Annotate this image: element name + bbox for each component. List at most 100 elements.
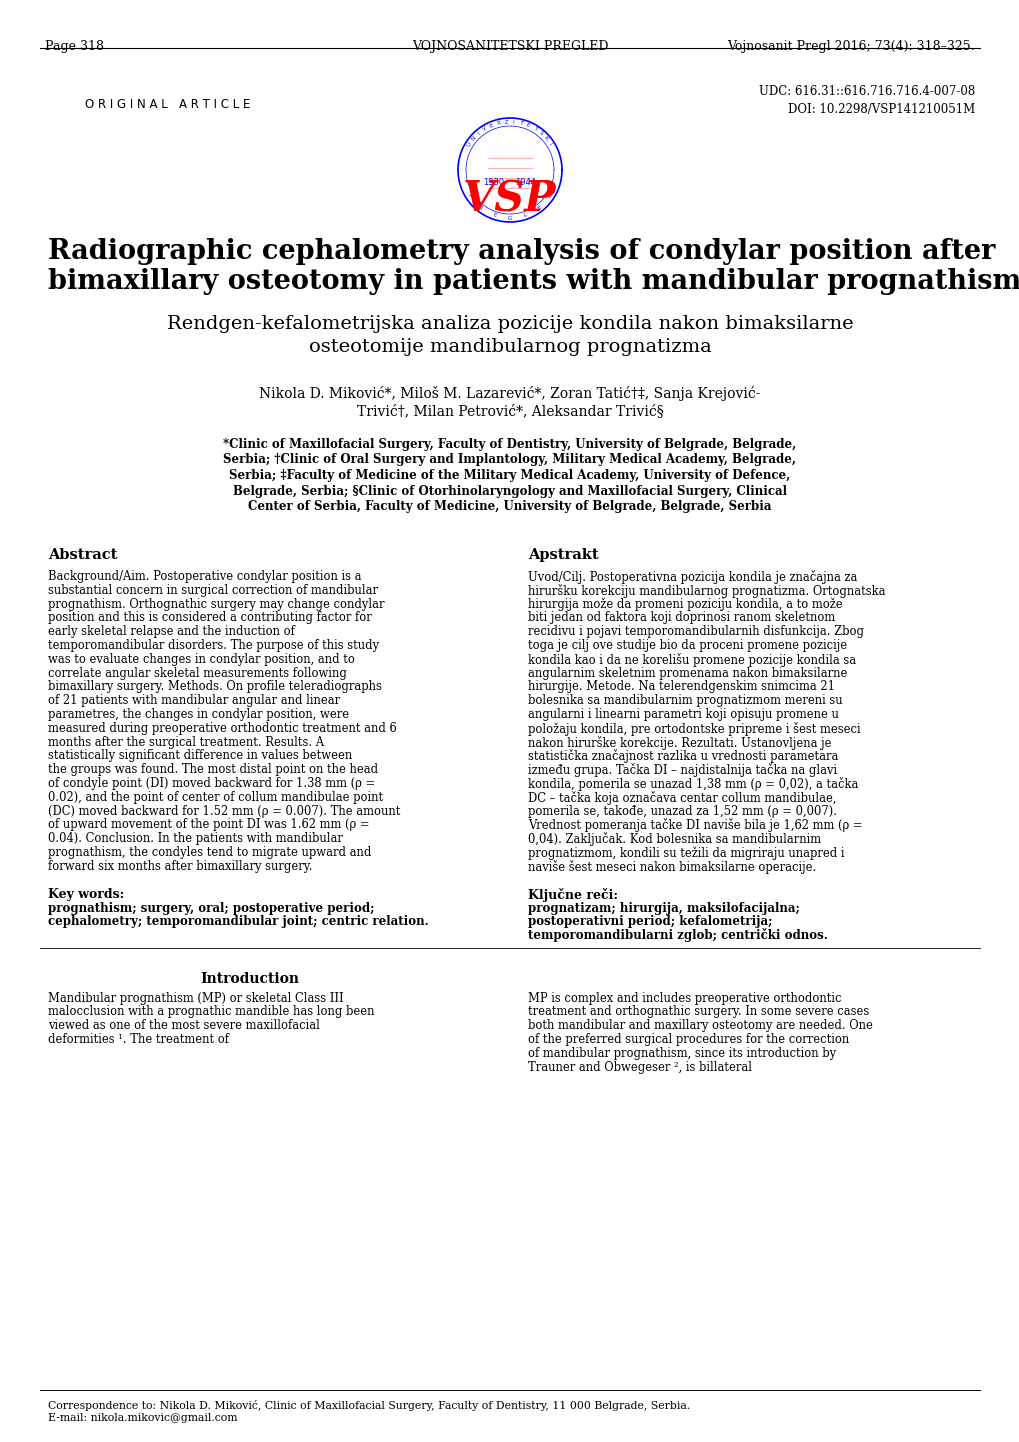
Text: kondila kao i da ne korelišu promene pozicije kondila sa: kondila kao i da ne korelišu promene poz… bbox=[528, 653, 855, 666]
Text: bimaxillary surgery. Methods. On profile teleradiographs: bimaxillary surgery. Methods. On profile… bbox=[48, 681, 381, 694]
Text: position and this is considered a contributing factor for: position and this is considered a contri… bbox=[48, 611, 371, 624]
Text: E: E bbox=[525, 123, 530, 128]
Text: of 21 patients with mandibular angular and linear: of 21 patients with mandibular angular a… bbox=[48, 694, 339, 707]
Text: I: I bbox=[547, 143, 552, 146]
Text: Belgrade, Serbia; §Clinic of Otorhinolaryngology and Maxillofacial Surgery, Clin: Belgrade, Serbia; §Clinic of Otorhinolar… bbox=[232, 485, 787, 497]
Text: Key words:: Key words: bbox=[48, 888, 124, 901]
Text: D: D bbox=[547, 193, 553, 199]
Text: prognatizmom, kondili su težili da migriraju unapred i: prognatizmom, kondili su težili da migri… bbox=[528, 846, 844, 859]
Text: Apstrakt: Apstrakt bbox=[528, 548, 598, 562]
Text: 0.02), and the point of center of collum mandibulae point: 0.02), and the point of center of collum… bbox=[48, 790, 383, 803]
Text: cephalometry; temporomandibular joint; centric relation.: cephalometry; temporomandibular joint; c… bbox=[48, 914, 428, 927]
Text: temporomandibularni zglob; centrički odnos.: temporomandibularni zglob; centrički odn… bbox=[528, 927, 827, 942]
Text: biti jedan od faktora koji doprinosi ranom skeletnom: biti jedan od faktora koji doprinosi ran… bbox=[528, 611, 835, 624]
Text: of the preferred surgical procedures for the correction: of the preferred surgical procedures for… bbox=[528, 1032, 849, 1045]
Text: correlate angular skeletal measurements following: correlate angular skeletal measurements … bbox=[48, 666, 346, 679]
Text: Rendgen-kefalometrijska analiza pozicije kondila nakon bimaksilarne: Rendgen-kefalometrijska analiza pozicije… bbox=[166, 314, 853, 333]
Text: deformities ¹. The treatment of: deformities ¹. The treatment of bbox=[48, 1032, 229, 1045]
Text: VOJNOSANITETSKI PREGLED: VOJNOSANITETSKI PREGLED bbox=[412, 40, 607, 53]
Text: DC – tačka koja označava centar collum mandibulae,: DC – tačka koja označava centar collum m… bbox=[528, 790, 836, 805]
Text: I: I bbox=[477, 131, 481, 136]
Text: was to evaluate changes in condylar position, and to: was to evaluate changes in condylar posi… bbox=[48, 653, 355, 666]
Text: hiruršku korekciju mandibularnog prognatizma. Ortognatska: hiruršku korekciju mandibularnog prognat… bbox=[528, 584, 884, 598]
Text: T: T bbox=[519, 121, 523, 125]
Text: R: R bbox=[477, 205, 483, 211]
Text: P: P bbox=[466, 193, 472, 199]
Text: early skeletal relapse and the induction of: early skeletal relapse and the induction… bbox=[48, 626, 294, 639]
Text: Page 318: Page 318 bbox=[45, 40, 104, 53]
Text: T: T bbox=[532, 125, 537, 131]
Text: 1944: 1944 bbox=[515, 177, 536, 187]
Text: R: R bbox=[496, 121, 501, 125]
Text: Trivić†, Milan Petrović*, Aleksandar Trivić§: Trivić†, Milan Petrović*, Aleksandar Tri… bbox=[357, 404, 662, 418]
Text: između grupa. Tačka DI – najdistalnija tačka na glavi: između grupa. Tačka DI – najdistalnija t… bbox=[528, 763, 837, 777]
Text: L: L bbox=[523, 212, 528, 218]
Text: K: K bbox=[542, 136, 548, 141]
Text: U: U bbox=[466, 141, 472, 147]
Text: E: E bbox=[536, 205, 542, 211]
Text: Introduction: Introduction bbox=[201, 972, 300, 985]
Text: months after the surgical treatment. Results. A: months after the surgical treatment. Res… bbox=[48, 735, 324, 748]
Text: bolesnika sa mandibularnim prognatizmom mereni su: bolesnika sa mandibularnim prognatizmom … bbox=[528, 694, 842, 707]
Text: statistička značajnost razlika u vrednosti parametara: statistička značajnost razlika u vrednos… bbox=[528, 750, 838, 763]
Text: Correspondence to: Nikola D. Miković, Clinic of Maxillofacial Surgery, Faculty o: Correspondence to: Nikola D. Miković, Cl… bbox=[48, 1400, 690, 1412]
Text: hirurgija može da promeni poziciju kondila, a to može: hirurgija može da promeni poziciju kondi… bbox=[528, 597, 842, 611]
Text: temporomandibular disorders. The purpose of this study: temporomandibular disorders. The purpose… bbox=[48, 639, 379, 652]
Text: prognatizam; hirurgija, maksilofacijalna;: prognatizam; hirurgija, maksilofacijalna… bbox=[528, 901, 799, 914]
Text: measured during preoperative orthodontic treatment and 6: measured during preoperative orthodontic… bbox=[48, 722, 396, 735]
Text: Abstract: Abstract bbox=[48, 548, 117, 562]
Text: naviše šest meseci nakon bimaksilarne operacije.: naviše šest meseci nakon bimaksilarne op… bbox=[528, 859, 815, 874]
Text: hirurgije. Metode. Na telerendgenskim snimcima 21: hirurgije. Metode. Na telerendgenskim sn… bbox=[528, 681, 835, 694]
Text: of condyle point (DI) moved backward for 1.38 mm (ρ =: of condyle point (DI) moved backward for… bbox=[48, 777, 375, 790]
Text: viewed as one of the most severe maxillofacial: viewed as one of the most severe maxillo… bbox=[48, 1019, 320, 1032]
Text: UDC: 616.31::616.716.716.4-007-08: UDC: 616.31::616.716.716.4-007-08 bbox=[758, 85, 974, 98]
Text: Uvod/Cilj. Postoperativna pozicija kondila je značajna za: Uvod/Cilj. Postoperativna pozicija kondi… bbox=[528, 570, 857, 584]
Text: malocclusion with a prognathic mandible has long been: malocclusion with a prognathic mandible … bbox=[48, 1005, 374, 1018]
Text: G: G bbox=[507, 215, 512, 221]
Text: 0.04). Conclusion. In the patients with mandibular: 0.04). Conclusion. In the patients with … bbox=[48, 832, 342, 845]
Text: S: S bbox=[537, 130, 543, 136]
Text: parametres, the changes in condylar position, were: parametres, the changes in condylar posi… bbox=[48, 708, 348, 721]
Text: Mandibular prognathism (MP) or skeletal Class III: Mandibular prognathism (MP) or skeletal … bbox=[48, 992, 343, 1005]
Text: Vrednost pomeranja tačke DI naviše bila je 1,62 mm (ρ =: Vrednost pomeranja tačke DI naviše bila … bbox=[528, 819, 862, 832]
Text: *Clinic of Maxillofacial Surgery, Faculty of Dentistry, University of Belgrade, : *Clinic of Maxillofacial Surgery, Facult… bbox=[223, 438, 796, 451]
Text: Serbia; †Clinic of Oral Surgery and Implantology, Military Medical Academy, Belg: Serbia; †Clinic of Oral Surgery and Impl… bbox=[223, 453, 796, 467]
Text: Trauner and Obwegeser ², is billateral: Trauner and Obwegeser ², is billateral bbox=[528, 1061, 751, 1074]
Text: DOI: 10.2298/VSP141210051M: DOI: 10.2298/VSP141210051M bbox=[787, 102, 974, 115]
Text: E-mail: nikola.mikovic@gmail.com: E-mail: nikola.mikovic@gmail.com bbox=[48, 1413, 237, 1423]
Text: prognathism, the condyles tend to migrate upward and: prognathism, the condyles tend to migrat… bbox=[48, 846, 371, 859]
Text: I: I bbox=[513, 120, 515, 124]
Text: both mandibular and maxillary osteotomy are needed. One: both mandibular and maxillary osteotomy … bbox=[528, 1019, 872, 1032]
Text: angularni i linearni parametri koji opisuju promene u: angularni i linearni parametri koji opis… bbox=[528, 708, 838, 721]
Text: substantial concern in surgical correction of mandibular: substantial concern in surgical correcti… bbox=[48, 584, 378, 597]
Text: Serbia; ‡Faculty of Medicine of the Military Medical Academy, University of Defe: Serbia; ‡Faculty of Medicine of the Mili… bbox=[229, 469, 790, 482]
Text: E: E bbox=[489, 123, 494, 128]
Text: statistically significant difference in values between: statistically significant difference in … bbox=[48, 750, 352, 763]
Text: Nikola D. Miković*, Miloš M. Lazarević*, Zoran Tatić†‡, Sanja Krejović-: Nikola D. Miković*, Miloš M. Lazarević*,… bbox=[259, 386, 760, 401]
Text: forward six months after bimaxillary surgery.: forward six months after bimaxillary sur… bbox=[48, 859, 312, 872]
Text: Vojnosanit Pregl 2016; 73(4): 318–325.: Vojnosanit Pregl 2016; 73(4): 318–325. bbox=[727, 40, 974, 53]
Text: MP is complex and includes preoperative orthodontic: MP is complex and includes preoperative … bbox=[528, 992, 841, 1005]
Text: VSP: VSP bbox=[463, 177, 556, 221]
Text: nakon hirurške korekcije. Rezultati. Ustanovljena je: nakon hirurške korekcije. Rezultati. Ust… bbox=[528, 735, 830, 750]
Text: pomerila se, takođe, unazad za 1,52 mm (ρ = 0,007).: pomerila se, takođe, unazad za 1,52 mm (… bbox=[528, 805, 837, 818]
Text: the groups was found. The most distal point on the head: the groups was found. The most distal po… bbox=[48, 763, 378, 776]
Text: Background/Aim. Postoperative condylar position is a: Background/Aim. Postoperative condylar p… bbox=[48, 570, 361, 583]
Text: of upward movement of the point DI was 1.62 mm (ρ =: of upward movement of the point DI was 1… bbox=[48, 819, 369, 832]
Text: Z: Z bbox=[503, 120, 507, 125]
Text: 1930: 1930 bbox=[483, 177, 504, 187]
Text: Radiographic cephalometry analysis of condylar position after: Radiographic cephalometry analysis of co… bbox=[48, 238, 995, 265]
Text: recidivu i pojavi temporomandibularnih disfunkcija. Zbog: recidivu i pojavi temporomandibularnih d… bbox=[528, 626, 863, 639]
Text: treatment and orthognathic surgery. In some severe cases: treatment and orthognathic surgery. In s… bbox=[528, 1005, 868, 1018]
Text: V: V bbox=[482, 125, 488, 133]
Text: kondila, pomerila se unazad 1,38 mm (ρ = 0,02), a tačka: kondila, pomerila se unazad 1,38 mm (ρ =… bbox=[528, 777, 858, 792]
Text: Ključne reči:: Ključne reči: bbox=[528, 888, 618, 901]
Text: prognathism; surgery, oral; postoperative period;: prognathism; surgery, oral; postoperativ… bbox=[48, 901, 374, 914]
Text: toga je cilj ove studije bio da proceni promene pozicije: toga je cilj ove studije bio da proceni … bbox=[528, 639, 847, 652]
Text: of mandibular prognathism, since its introduction by: of mandibular prognathism, since its int… bbox=[528, 1047, 836, 1060]
Text: bimaxillary osteotomy in patients with mandibular prognathism: bimaxillary osteotomy in patients with m… bbox=[48, 268, 1019, 296]
Text: položaju kondila, pre ortodontske pripreme i šest meseci: položaju kondila, pre ortodontske pripre… bbox=[528, 722, 860, 735]
Text: N: N bbox=[470, 136, 477, 141]
Text: Center of Serbia, Faculty of Medicine, University of Belgrade, Belgrade, Serbia: Center of Serbia, Faculty of Medicine, U… bbox=[248, 500, 771, 513]
Text: E: E bbox=[491, 212, 496, 218]
